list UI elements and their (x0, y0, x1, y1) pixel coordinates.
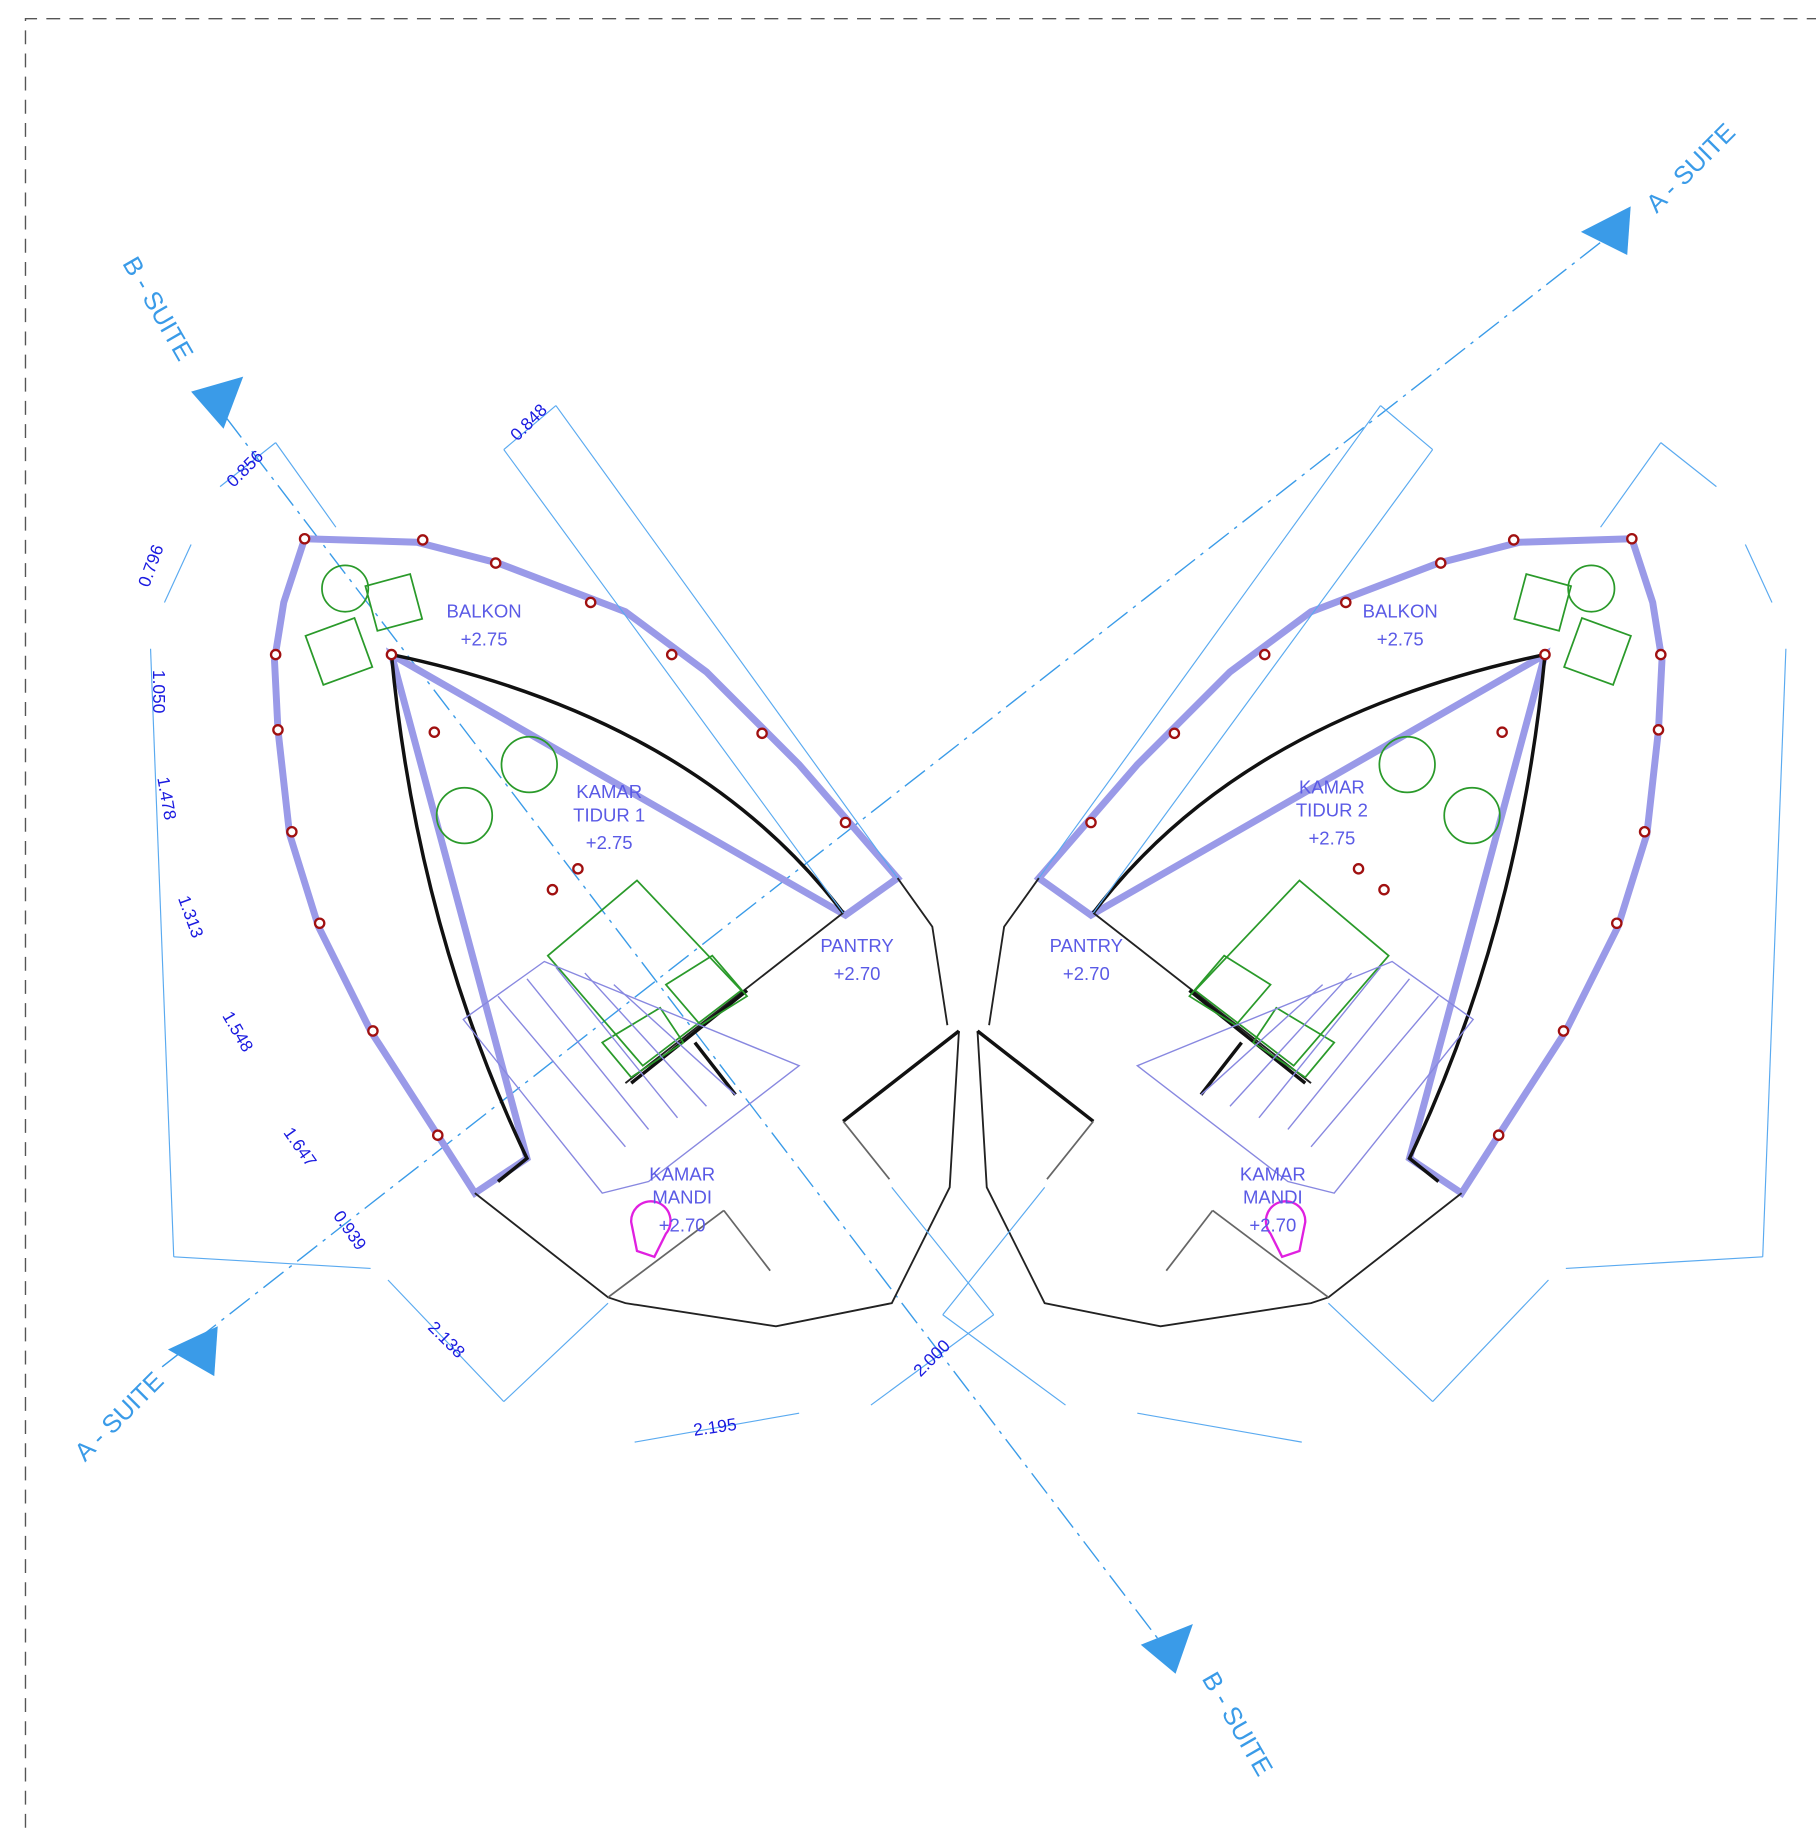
section-arrows (168, 206, 1631, 1673)
dimension: 0.856 (222, 446, 267, 491)
room-label: PANTRY (1050, 935, 1123, 956)
room-label: MANDI (1243, 1187, 1303, 1208)
dimension: 2.195 (692, 1414, 738, 1440)
room-label: BALKON (1363, 601, 1438, 622)
frame (25, 19, 1816, 1828)
dimension: 2.138 (424, 1317, 469, 1362)
room-label: KAMAR (576, 781, 642, 802)
dimension: 0.796 (134, 542, 168, 590)
room-label: KAMAR (649, 1163, 715, 1184)
room-label: +2.75 (1308, 828, 1355, 849)
dimension: 1.647 (280, 1123, 321, 1170)
room-label: KAMAR (1299, 777, 1365, 798)
room-label: MANDI (652, 1187, 712, 1208)
section-label: A - SUITE (69, 1367, 169, 1467)
dimension-labels: 0.856 0.848 0.796 1.050 1.478 1.313 1.54… (134, 400, 954, 1440)
doors (608, 1121, 889, 1297)
section-label: B - SUITE (117, 252, 199, 365)
room-label: KAMAR (1240, 1163, 1306, 1184)
dimension: 1.313 (174, 893, 208, 941)
room-label: BALKON (447, 601, 522, 622)
dimension: 1.548 (218, 1008, 257, 1056)
room-label: +2.70 (834, 963, 881, 984)
wing-left (151, 406, 994, 1443)
room-label: +2.75 (1377, 628, 1424, 649)
room-label: TIDUR 1 (573, 804, 645, 825)
room-label: +2.70 (1249, 1214, 1296, 1235)
room-label: +2.75 (461, 628, 508, 649)
room-label: TIDUR 2 (1296, 800, 1368, 821)
floor-plan: B - SUITE A - SUITE A - SUITE B - SUITE … (0, 0, 1816, 1828)
room-label: +2.75 (586, 832, 633, 853)
dimension-lines (151, 406, 994, 1443)
room-label: +2.70 (1063, 963, 1110, 984)
inner-walls (631, 990, 959, 1121)
dimension: 1.050 (149, 670, 169, 713)
room-label: +2.70 (659, 1214, 706, 1235)
dimension: 0.939 (329, 1207, 370, 1254)
section-label: B - SUITE (1196, 1668, 1278, 1781)
dimension: 0.848 (506, 400, 551, 445)
room-label: PANTRY (820, 935, 893, 956)
section-label: A - SUITE (1641, 118, 1741, 218)
dimension: 2.000 (909, 1336, 954, 1381)
wing-right (943, 406, 1786, 1443)
section-lines (162, 226, 1621, 1639)
